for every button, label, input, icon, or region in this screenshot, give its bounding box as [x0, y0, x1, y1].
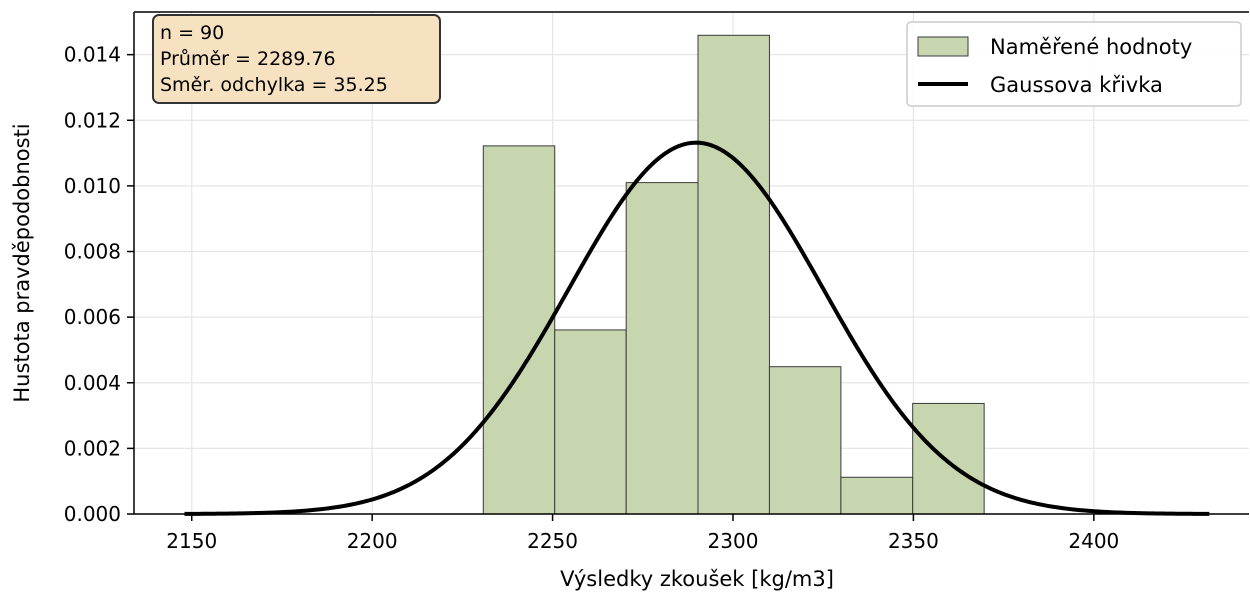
histogram-bar — [697, 34, 770, 515]
x-tick-label: 2400 — [1068, 529, 1119, 553]
stats-mean: Průměr = 2289.76 — [160, 48, 336, 70]
x-tick-label: 2200 — [347, 529, 398, 553]
histogram-bar — [554, 329, 627, 515]
histogram-bar — [482, 145, 556, 515]
legend-bar-swatch — [917, 36, 969, 57]
y-axis-label: Hustota pravděpodobnosti — [10, 123, 34, 402]
y-tick-label: 0.006 — [64, 305, 121, 329]
y-tick-label: 0.008 — [64, 240, 121, 264]
legend-frame — [906, 21, 1242, 107]
stats-box-frame — [152, 14, 441, 104]
y-tick-label: 0.002 — [64, 436, 121, 460]
stats-box: n = 90 Průměr = 2289.76 Směr. odchylka =… — [152, 14, 441, 104]
y-tick-label: 0.000 — [64, 502, 121, 526]
y-tick-label: 0.014 — [64, 43, 121, 67]
histogram-bars — [482, 34, 985, 515]
x-tick-label: 2300 — [708, 529, 759, 553]
axes — [133, 11, 1249, 515]
legend: Naměřené hodnoty Gaussova křivka — [906, 21, 1242, 107]
x-tick-label: 2250 — [527, 529, 578, 553]
histogram-bar — [625, 182, 699, 515]
gaussian-curve — [184, 140, 1210, 516]
stats-std: Směr. odchylka = 35.25 — [160, 74, 388, 96]
y-tick-label: 0.004 — [64, 371, 121, 395]
histogram-bar — [912, 402, 985, 515]
stats-n: n = 90 — [160, 22, 224, 44]
legend-label-measured: Naměřené hodnoty — [990, 35, 1192, 59]
gaussian-curve-group — [184, 140, 1210, 516]
tick-labels: 2150 2200 2250 2300 2350 2400 0.000 0.002 0.004 0… — [64, 43, 1120, 553]
x-tick-label: 2150 — [166, 529, 217, 553]
x-axis-label: Výsledky zkoušek [kg/m3] — [560, 567, 834, 591]
y-tick-label: 0.010 — [64, 174, 121, 198]
x-tick-label: 2350 — [888, 529, 939, 553]
y-tick-label: 0.012 — [64, 108, 121, 132]
histogram-bar — [768, 366, 842, 515]
legend-label-gauss: Gaussova křivka — [990, 73, 1163, 97]
histogram-bar — [840, 476, 914, 515]
